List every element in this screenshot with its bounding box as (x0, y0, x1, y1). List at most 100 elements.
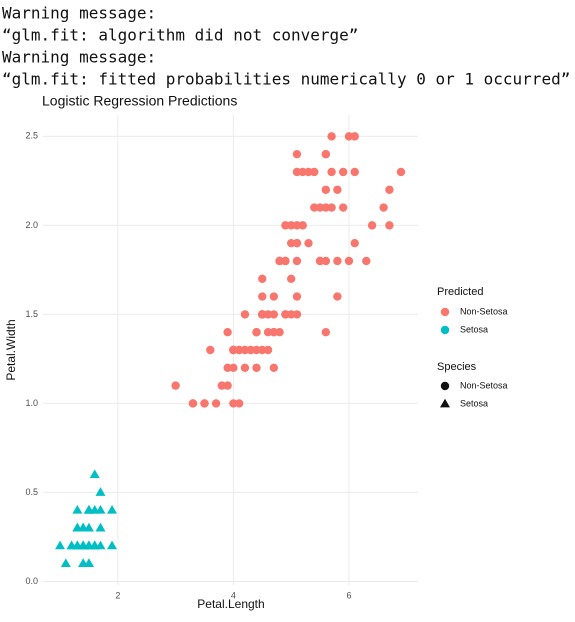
point (321, 185, 331, 194)
point (292, 149, 302, 159)
point (78, 522, 89, 532)
legend-title: Species (437, 361, 477, 373)
point (385, 221, 394, 230)
point (321, 203, 331, 212)
point (385, 185, 394, 194)
point (246, 345, 255, 355)
point (275, 256, 284, 266)
point (258, 345, 267, 355)
point (344, 132, 354, 141)
y-tick-label: 1.0 (25, 398, 38, 408)
point (223, 363, 232, 373)
point (206, 345, 215, 355)
point (229, 399, 238, 408)
point (333, 292, 342, 301)
y-tick-label: 2.0 (25, 220, 38, 230)
point (240, 310, 250, 319)
point (229, 363, 238, 373)
point (298, 167, 307, 177)
point (107, 504, 118, 514)
y-tick-label: 2.5 (25, 131, 38, 141)
point (89, 469, 100, 479)
point (304, 167, 313, 177)
point (350, 167, 359, 177)
point (263, 345, 273, 355)
point (217, 381, 227, 390)
point (188, 399, 198, 408)
point (321, 256, 331, 266)
legend-title: Predicted (437, 286, 483, 298)
point (304, 238, 313, 248)
point (379, 203, 388, 212)
point (321, 327, 331, 337)
legend-label: Non-Setosa (460, 380, 508, 390)
point (350, 238, 359, 248)
point (292, 167, 302, 177)
point (362, 256, 371, 266)
point (275, 327, 284, 337)
console-line: “glm.fit: fitted probabilities numerical… (2, 70, 570, 89)
point (281, 256, 290, 266)
legend-label: Non-Setosa (460, 306, 508, 316)
point (327, 132, 336, 141)
point (263, 310, 273, 319)
point (281, 310, 290, 319)
point (292, 256, 302, 266)
point (327, 203, 336, 212)
point (240, 345, 250, 355)
point (55, 540, 66, 550)
point (78, 558, 89, 568)
legend-label: Setosa (460, 324, 488, 334)
point (95, 522, 106, 532)
point (234, 345, 244, 355)
point (310, 167, 319, 177)
point (269, 292, 279, 301)
point (252, 327, 261, 337)
point (286, 238, 296, 248)
point (292, 292, 302, 301)
point (310, 203, 319, 212)
point (338, 203, 348, 212)
point (171, 381, 180, 390)
point (344, 256, 354, 266)
point (78, 540, 89, 550)
point (72, 504, 83, 514)
point (258, 274, 267, 283)
legend-swatch (440, 398, 450, 408)
legend-swatch (440, 381, 450, 391)
point (315, 256, 325, 266)
point (269, 363, 279, 373)
point (292, 221, 302, 230)
y-axis-label: Petal.Width (4, 319, 18, 380)
point (333, 256, 342, 266)
point (281, 221, 290, 230)
point (321, 149, 331, 159)
point (83, 504, 94, 514)
point (229, 345, 238, 355)
point (333, 185, 342, 194)
point (263, 327, 273, 337)
y-tick-label: 1.5 (25, 309, 38, 319)
point (292, 310, 302, 319)
console-line: Warning message: (2, 4, 156, 23)
point (327, 167, 336, 177)
point (298, 221, 307, 230)
point (269, 327, 279, 337)
point (252, 345, 261, 355)
point (396, 167, 406, 177)
point (107, 540, 118, 550)
point (315, 203, 325, 212)
point (258, 292, 267, 301)
point (286, 221, 296, 230)
point (200, 399, 209, 408)
x-tick-label: 2 (115, 590, 120, 600)
point (286, 310, 296, 319)
chart-title: Logistic Regression Predictions (42, 93, 237, 109)
point (292, 238, 302, 248)
point (286, 274, 296, 283)
y-tick-label: 0.0 (25, 576, 38, 586)
point (223, 381, 232, 390)
y-tick-label: 0.5 (25, 487, 38, 497)
